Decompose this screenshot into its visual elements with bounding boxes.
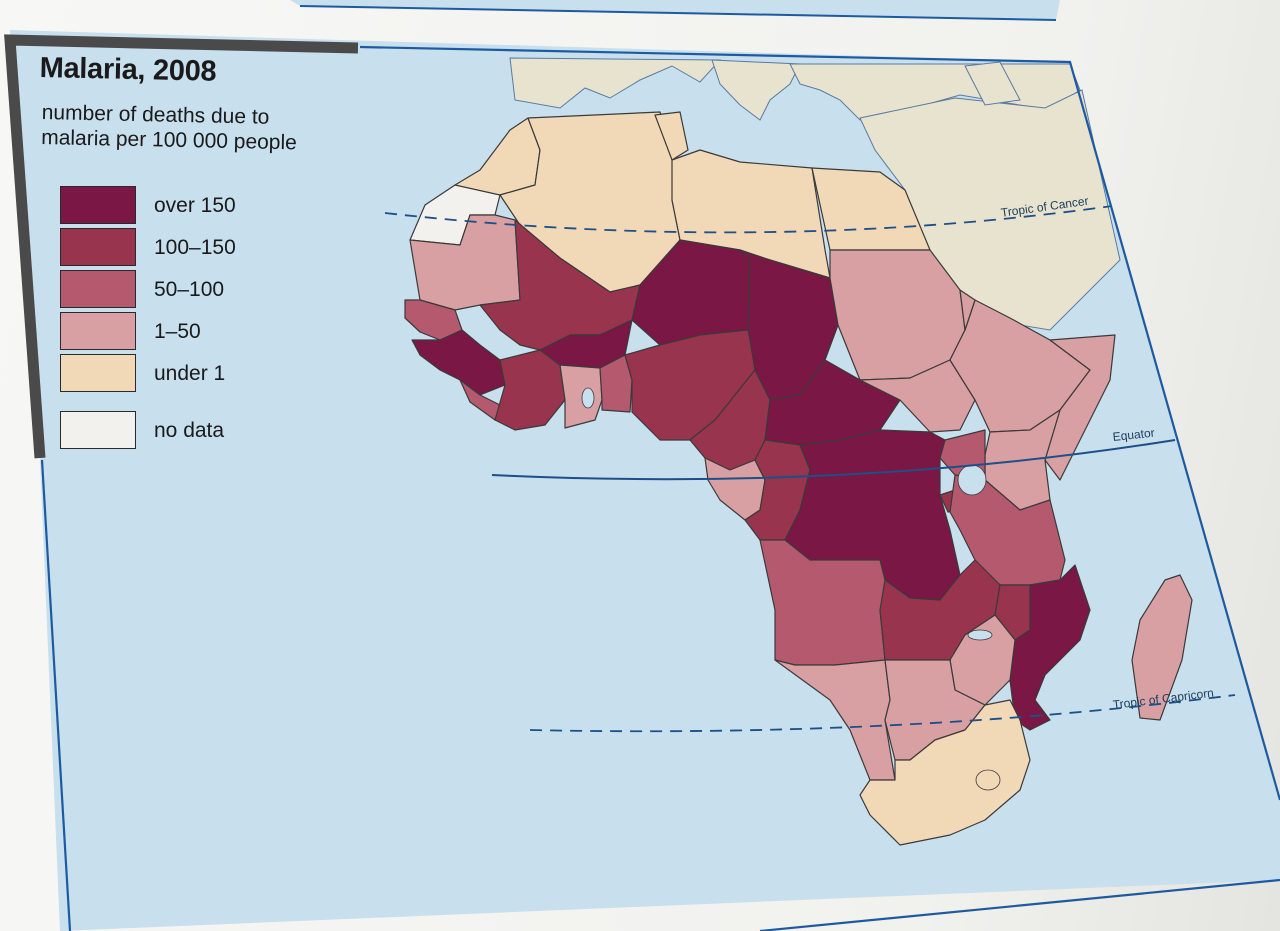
legend-item-no-data: no data: [60, 411, 360, 451]
country-madagascar: [1131, 574, 1193, 721]
legend: over 150 100–150 50–100 1–50 under 1 no …: [60, 186, 360, 466]
lakes: [581, 387, 1001, 791]
tropic-of-cancer-line: [384, 205, 1113, 234]
map-subtitle: number of deaths due to malaria per 100 …: [40, 100, 298, 155]
country-south-africa: [859, 699, 1031, 846]
country-ghana: [559, 364, 603, 429]
non-africa-land: [509, 57, 1121, 331]
legend-label: 1–50: [154, 320, 201, 343]
legend-swatch: [60, 312, 136, 350]
africa-countries: [404, 111, 1193, 846]
lake-kariba: [967, 629, 993, 641]
country-eritrea: [959, 289, 976, 331]
legend-swatch: [60, 186, 136, 224]
legend-label: 50–100: [154, 278, 225, 301]
equator-line: [491, 439, 1176, 481]
legend-label: no data: [154, 419, 225, 442]
country-tunisia: [654, 111, 689, 161]
lake-south-africa: [975, 769, 1001, 791]
map-title: Malaria, 2008: [39, 52, 217, 88]
legend-item-over-150: over 150: [60, 186, 360, 226]
legend-label: over 150: [154, 194, 236, 217]
tropic-of-capricorn-line: [529, 694, 1236, 733]
legend-item-under-1: under 1: [60, 354, 360, 394]
legend-item-100-150: 100–150: [60, 228, 360, 268]
lake-victoria: [957, 464, 987, 496]
legend-swatch: [60, 354, 136, 392]
legend-bracket: [4, 34, 359, 459]
country-egypt: [811, 167, 931, 251]
lake-volta: [581, 387, 595, 409]
legend-swatch: [60, 411, 136, 449]
legend-label: 100–150: [154, 236, 236, 259]
legend-item-50-100: 50–100: [60, 270, 360, 310]
legend-swatch: [60, 228, 136, 266]
upper-map-panel: [290, 0, 1060, 20]
country-sudan-south: [859, 359, 976, 433]
country-somalia: [1044, 334, 1116, 481]
legend-swatch: [60, 270, 136, 308]
map-frame: [359, 45, 1280, 801]
legend-item-1-50: 1–50: [60, 312, 360, 352]
legend-label: under 1: [154, 362, 226, 385]
